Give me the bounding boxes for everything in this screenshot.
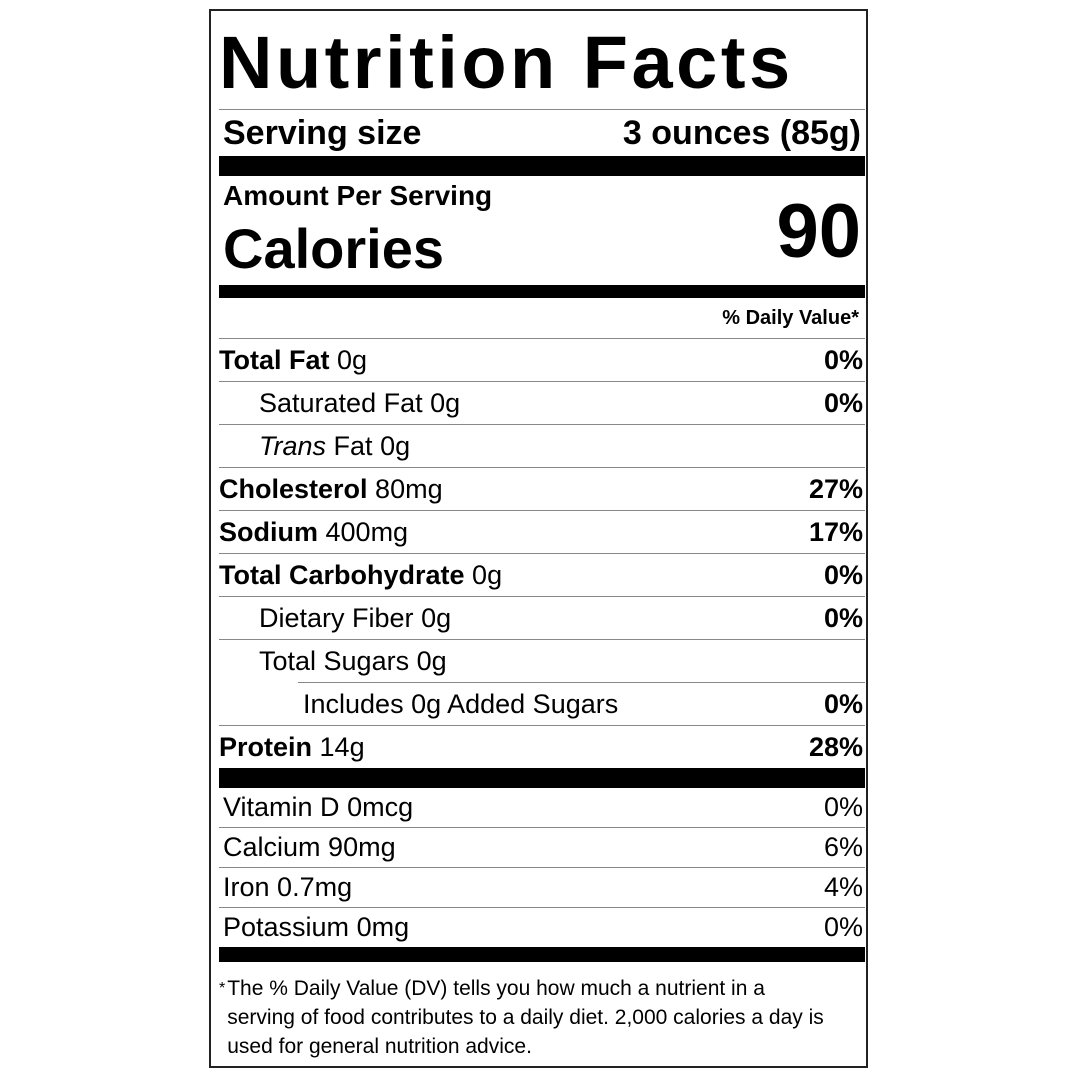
footnote-text: The % Daily Value (DV) tells you how muc…	[227, 977, 824, 1058]
nutrient-dv: 28%	[808, 731, 863, 762]
vitamin-row: Calcium 90mg 6%	[219, 828, 865, 868]
nutrient-dv: 0%	[823, 559, 863, 590]
nutrient-name: Total Carbohydrate	[219, 559, 465, 590]
vitamin-dv: 0%	[823, 792, 863, 822]
vitamin-row: Potassium 0mg 0%	[219, 908, 865, 947]
nutrient-name: Total Sugars	[259, 645, 410, 676]
vitamin-dv: 4%	[823, 872, 863, 902]
vitamin-amount: 0mg	[356, 912, 410, 942]
nutrient-row: Includes 0g Added Sugars 0%	[219, 683, 865, 726]
vitamin-amount: 0mcg	[347, 792, 414, 822]
calories-label: Calories	[223, 217, 444, 280]
nutrient-row: Protein 14g 28%	[219, 726, 865, 768]
calories-value: 90	[776, 189, 861, 274]
nutrient-amount: 0g	[430, 387, 461, 418]
nutrient-name: Total Fat	[219, 344, 330, 375]
vitamin-row: Iron 0.7mg 4%	[219, 868, 865, 908]
vitamin-name: Iron	[223, 872, 270, 902]
nutrient-dv: 0%	[823, 688, 863, 719]
nutrient-amount: 0g	[416, 645, 447, 676]
nutrient-dv: 0%	[823, 387, 863, 418]
nutrient-name: Includes 0g Added Sugars	[303, 688, 619, 719]
nutrient-row: Saturated Fat 0g 0%	[219, 382, 865, 425]
label-content: Nutrition Facts Serving size 3 ounces (8…	[219, 11, 865, 1061]
nutrient-name: Saturated Fat	[259, 387, 423, 418]
serving-row: Serving size 3 ounces (85g)	[219, 110, 865, 156]
footnote-marker: *	[219, 980, 226, 997]
nutrient-amount: 80mg	[375, 473, 443, 504]
vitamin-amount: 0.7mg	[277, 872, 353, 902]
nutrient-name: Dietary Fiber	[259, 602, 414, 633]
nutrient-name: Fat	[333, 430, 373, 461]
nutrient-dv: 27%	[808, 473, 863, 504]
vitamin-name: Vitamin D	[223, 792, 340, 822]
calories-block: Amount Per Serving Calories 90	[219, 176, 865, 285]
nutrient-name: Protein	[219, 731, 313, 762]
nutrient-amount: 0g	[472, 559, 503, 590]
nutrient-dv: 0%	[823, 344, 863, 375]
serving-label: Serving size	[223, 113, 422, 152]
partial-rule	[298, 682, 865, 683]
nutrient-name: Sodium	[219, 516, 318, 547]
daily-value-header: % Daily Value*	[219, 298, 865, 339]
nutrient-row: Sodium 400mg 17%	[219, 511, 865, 554]
thick-rule	[219, 156, 865, 176]
nutrient-row: Total Fat 0g 0%	[219, 339, 865, 382]
nutrient-amount: 400mg	[325, 516, 409, 547]
vitamin-amount: 90mg	[328, 832, 396, 862]
medium-rule	[219, 285, 865, 298]
vitamin-name: Potassium	[223, 912, 350, 942]
serving-value: 3 ounces (85g)	[622, 113, 861, 152]
vitamin-dv: 0%	[823, 912, 863, 942]
amount-heading: Amount Per Serving	[223, 180, 493, 211]
nutrient-name-italic: Trans	[259, 430, 327, 461]
vitamin-row: Vitamin D 0mcg 0%	[219, 788, 865, 828]
nutrient-dv: 17%	[808, 516, 863, 547]
nutrient-row: Total Sugars 0g	[219, 640, 865, 682]
nutrient-row: Total Carbohydrate 0g 0%	[219, 554, 865, 597]
nutrient-amount: 0g	[380, 430, 411, 461]
nutrient-row: Trans Fat 0g	[219, 425, 865, 468]
footnote: * The % Daily Value (DV) tells you how m…	[219, 962, 865, 1061]
vitamin-dv: 6%	[823, 832, 863, 862]
nutrient-name: Cholesterol	[219, 473, 368, 504]
title: Nutrition Facts	[219, 11, 865, 110]
nutrition-label: Nutrition Facts Serving size 3 ounces (8…	[209, 9, 868, 1068]
thick-rule	[219, 947, 865, 962]
nutrient-amount: 0g	[337, 344, 368, 375]
nutrient-amount: 14g	[319, 731, 365, 762]
vitamin-name: Calcium	[223, 832, 321, 862]
nutrient-amount: 0g	[421, 602, 452, 633]
nutrient-row: Cholesterol 80mg 27%	[219, 468, 865, 511]
nutrient-dv: 0%	[823, 602, 863, 633]
thick-rule	[219, 768, 865, 788]
nutrient-row: Dietary Fiber 0g 0%	[219, 597, 865, 640]
